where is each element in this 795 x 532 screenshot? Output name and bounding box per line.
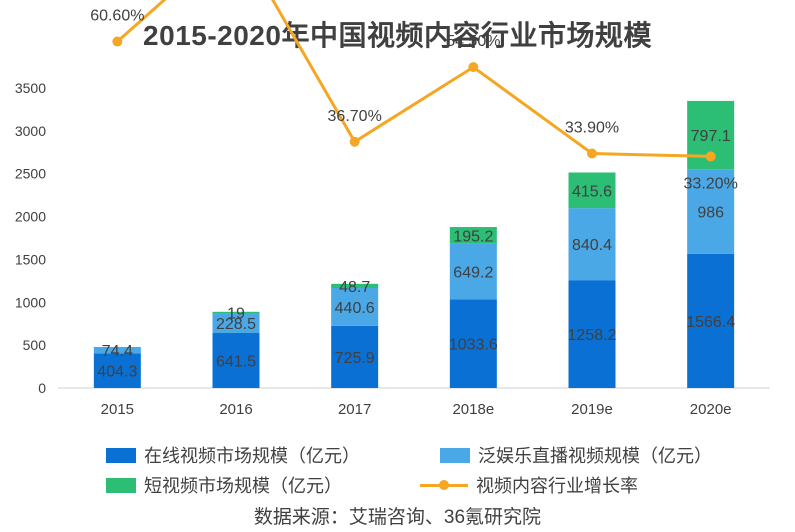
data-label-online-video: 725.9 (335, 350, 375, 367)
source-note: 数据来源：艾瑞咨询、36氪研究院 (253, 507, 542, 528)
bar-live-stream (212, 313, 260, 334)
bar-online-video (449, 299, 497, 388)
data-label-short-video: 48.7 (339, 279, 370, 296)
y-tick-label: 3000 (15, 123, 46, 139)
data-label-online-video: 1566.4 (686, 314, 735, 331)
bar-short-video (212, 311, 260, 314)
legend-label-online-video: 在线视频市场规模（亿元） (144, 446, 360, 466)
legend-label-live-stream: 泛娱乐直播视频规模（亿元） (478, 446, 712, 466)
growth-point (705, 151, 716, 162)
bar-short-video (449, 227, 497, 244)
legend-swatch-live-stream (440, 447, 470, 463)
growth-point (349, 136, 360, 147)
y-tick-label: 500 (23, 337, 47, 353)
bar-online-video (331, 325, 379, 388)
x-tick-label: 2020e (690, 401, 732, 418)
legend-item-growth-rate: 视频内容行业增长率 (420, 472, 638, 498)
data-label-short-video: 19 (227, 306, 245, 323)
data-label-short-video: 415.6 (572, 183, 612, 200)
legend-swatch-growth-rate (420, 477, 468, 493)
data-label-online-video: 404.3 (97, 364, 137, 381)
data-label-live-stream: 74.4 (102, 343, 133, 360)
x-tick-label: 2015 (101, 401, 134, 418)
x-tick-label: 2016 (219, 401, 252, 418)
bar-online-video (568, 280, 616, 388)
legend-swatch-online-video (106, 447, 136, 463)
bar-live-stream (568, 208, 616, 281)
bar-short-video (331, 283, 379, 289)
growth-label: 36.70% (328, 108, 382, 125)
data-label-live-stream: 228.5 (216, 316, 256, 333)
bar-live-stream (449, 243, 497, 300)
x-tick-label: 2017 (338, 401, 371, 418)
data-label-online-video: 1033.6 (449, 337, 498, 354)
bar-live-stream (687, 169, 735, 254)
legend-dot (439, 480, 449, 490)
y-tick-label: 1000 (15, 294, 46, 310)
x-tick-label: 2018e (452, 401, 494, 418)
growth-line (116, 0, 711, 158)
legend-label-short-video: 短视频市场规模（亿元） (144, 476, 342, 496)
legend-item-live-stream: 泛娱乐直播视频规模（亿元） (440, 442, 712, 468)
data-label-online-video: 1258.2 (568, 327, 617, 344)
x-tick-label: 2019e (571, 401, 613, 418)
bar-live-stream (331, 288, 379, 326)
data-label-short-video: 797.1 (691, 128, 731, 145)
legend-item-online-video: 在线视频市场规模（亿元） (106, 442, 360, 468)
y-tick-label: 2500 (15, 166, 46, 182)
data-label-online-video: 641.5 (216, 354, 256, 371)
growth-label: 33.20% (684, 175, 738, 192)
growth-label: 54.50% (446, 33, 500, 50)
growth-point (468, 62, 479, 73)
data-label-live-stream: 649.2 (453, 265, 493, 282)
growth-point (587, 148, 597, 159)
legend-label-growth-rate: 视频内容行业增长率 (476, 476, 638, 496)
data-label-short-video: 195.2 (453, 228, 493, 245)
growth-label: 60.60% (90, 8, 144, 25)
bar-online-video (687, 253, 735, 388)
growth-point (112, 36, 123, 47)
data-label-live-stream: 840.4 (572, 237, 612, 254)
bar-online-video (93, 353, 141, 388)
y-tick-label: 2000 (15, 209, 46, 225)
bar-live-stream (93, 346, 141, 354)
legend-item-short-video: 短视频市场规模（亿元） (106, 472, 342, 498)
growth-label: 33.90% (565, 120, 619, 137)
y-tick-label: 1500 (15, 251, 46, 267)
y-tick-label: 0 (38, 380, 46, 396)
bar-short-video (568, 172, 616, 209)
bar-online-video (212, 333, 260, 388)
legend-swatch-short-video (106, 477, 136, 493)
chart: 0 500 1000 1500 2000 2500 3000 3500 2015 2016 2017… (15, 0, 770, 418)
y-tick-label: 3500 (15, 80, 46, 96)
chart-title: 2015-2020年中国视频内容行业市场规模 (143, 20, 652, 51)
data-label-live-stream: 440.6 (335, 300, 375, 317)
data-label-live-stream: 986 (697, 204, 724, 221)
